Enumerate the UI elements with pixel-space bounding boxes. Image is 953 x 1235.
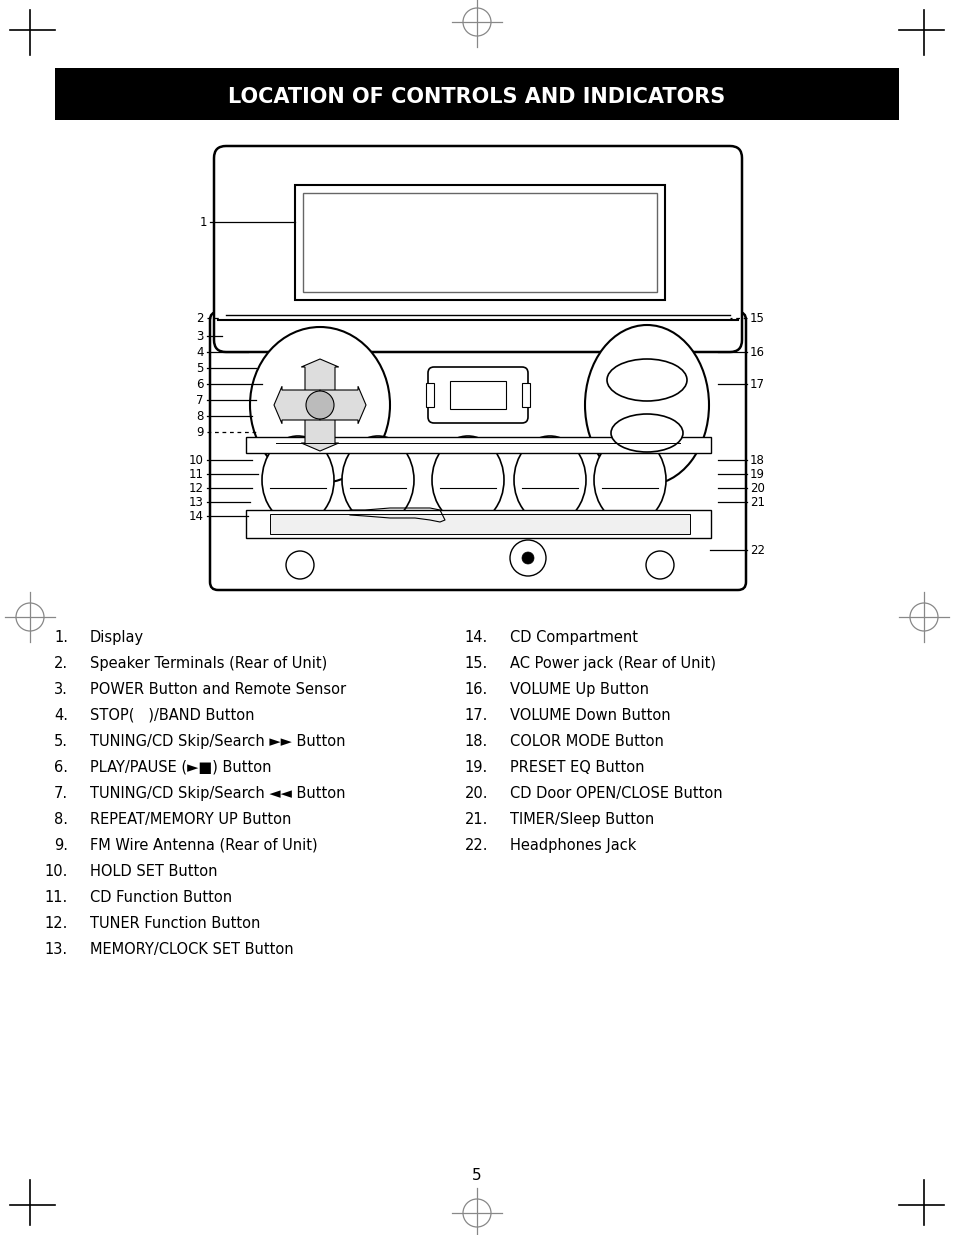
FancyArrow shape <box>301 405 338 451</box>
Text: 13: 13 <box>189 495 204 509</box>
Text: 13.: 13. <box>45 942 68 957</box>
Ellipse shape <box>594 436 665 524</box>
Text: 21.: 21. <box>464 811 488 827</box>
Text: 16.: 16. <box>464 682 488 697</box>
Text: MEMORY/CLOCK SET Button: MEMORY/CLOCK SET Button <box>90 942 294 957</box>
Ellipse shape <box>250 327 390 483</box>
Bar <box>246 437 710 453</box>
Text: 6: 6 <box>196 378 204 390</box>
Text: LOCATION OF CONTROLS AND INDICATORS: LOCATION OF CONTROLS AND INDICATORS <box>228 86 725 107</box>
Text: STOP(   )/BAND Button: STOP( )/BAND Button <box>90 708 254 722</box>
Text: VOLUME Down Button: VOLUME Down Button <box>510 708 670 722</box>
Text: TIMER/Sleep Button: TIMER/Sleep Button <box>510 811 654 827</box>
Text: REPEAT/MEMORY UP Button: REPEAT/MEMORY UP Button <box>90 811 291 827</box>
Text: PRESET EQ Button: PRESET EQ Button <box>510 760 644 776</box>
Text: 12: 12 <box>189 482 204 494</box>
Text: TUNER Function Button: TUNER Function Button <box>90 916 260 931</box>
Text: Speaker Terminals (Rear of Unit): Speaker Terminals (Rear of Unit) <box>90 656 327 671</box>
Text: POWER Button and Remote Sensor: POWER Button and Remote Sensor <box>90 682 346 697</box>
Text: Display: Display <box>90 630 144 645</box>
Bar <box>303 193 657 291</box>
Text: 4.: 4. <box>54 708 68 722</box>
Bar <box>426 383 434 408</box>
Text: PLAY/PAUSE (►■) Button: PLAY/PAUSE (►■) Button <box>90 760 272 776</box>
FancyArrow shape <box>319 387 366 424</box>
Text: 18.: 18. <box>464 734 488 748</box>
Text: 6.: 6. <box>54 760 68 776</box>
Ellipse shape <box>514 436 585 524</box>
Text: 17.: 17. <box>464 708 488 722</box>
Text: TUNING/CD Skip/Search ►► Button: TUNING/CD Skip/Search ►► Button <box>90 734 345 748</box>
Text: 1.: 1. <box>54 630 68 645</box>
FancyBboxPatch shape <box>210 312 745 590</box>
Ellipse shape <box>262 436 334 524</box>
Text: 11.: 11. <box>45 890 68 905</box>
Text: VOLUME Up Button: VOLUME Up Button <box>510 682 648 697</box>
FancyBboxPatch shape <box>428 367 527 424</box>
FancyBboxPatch shape <box>213 146 741 352</box>
Text: 19.: 19. <box>464 760 488 776</box>
Text: 2: 2 <box>196 311 204 325</box>
Text: 3.: 3. <box>54 682 68 697</box>
Text: 5: 5 <box>196 362 204 374</box>
Text: 10.: 10. <box>45 864 68 879</box>
Text: 16: 16 <box>749 346 764 358</box>
Bar <box>270 514 689 534</box>
Text: 4: 4 <box>196 346 204 358</box>
Text: 21: 21 <box>749 495 764 509</box>
Text: 11: 11 <box>189 468 204 480</box>
Text: CD Function Button: CD Function Button <box>90 890 232 905</box>
Text: 12.: 12. <box>45 916 68 931</box>
Text: 14: 14 <box>189 510 204 522</box>
Bar <box>55 68 898 120</box>
Text: COLOR MODE Button: COLOR MODE Button <box>510 734 663 748</box>
Text: TUNING/CD Skip/Search ◄◄ Button: TUNING/CD Skip/Search ◄◄ Button <box>90 785 345 802</box>
Text: 22: 22 <box>749 543 764 557</box>
Ellipse shape <box>584 325 708 485</box>
Text: 1: 1 <box>199 215 207 228</box>
Text: 5.: 5. <box>54 734 68 748</box>
Text: 7: 7 <box>196 394 204 406</box>
Text: HOLD SET Button: HOLD SET Button <box>90 864 217 879</box>
Text: 8.: 8. <box>54 811 68 827</box>
Text: 9: 9 <box>196 426 204 438</box>
Text: 9.: 9. <box>54 839 68 853</box>
Ellipse shape <box>432 436 503 524</box>
Circle shape <box>645 551 673 579</box>
Text: 3: 3 <box>196 330 204 342</box>
Text: Headphones Jack: Headphones Jack <box>510 839 636 853</box>
Text: 7.: 7. <box>53 785 68 802</box>
Text: 22.: 22. <box>464 839 488 853</box>
Text: FM Wire Antenna (Rear of Unit): FM Wire Antenna (Rear of Unit) <box>90 839 317 853</box>
Text: 15.: 15. <box>464 656 488 671</box>
Text: 20: 20 <box>749 482 764 494</box>
Ellipse shape <box>606 359 686 401</box>
Text: 2.: 2. <box>53 656 68 671</box>
Text: 8: 8 <box>196 410 204 422</box>
Bar <box>246 510 710 538</box>
Bar <box>294 185 664 300</box>
Circle shape <box>521 552 534 564</box>
Text: 14.: 14. <box>464 630 488 645</box>
Text: 19: 19 <box>749 468 764 480</box>
Circle shape <box>286 551 314 579</box>
Bar <box>521 383 530 408</box>
Circle shape <box>306 391 334 419</box>
Circle shape <box>510 540 545 576</box>
FancyArrow shape <box>301 359 338 405</box>
Text: 20.: 20. <box>464 785 488 802</box>
Text: 5: 5 <box>472 1167 481 1182</box>
Text: 17: 17 <box>749 378 764 390</box>
Text: 15: 15 <box>749 311 764 325</box>
Bar <box>450 382 505 409</box>
FancyArrow shape <box>274 387 319 424</box>
Text: CD Door OPEN/CLOSE Button: CD Door OPEN/CLOSE Button <box>510 785 721 802</box>
Ellipse shape <box>341 436 414 524</box>
Ellipse shape <box>610 414 682 452</box>
Text: 18: 18 <box>749 453 764 467</box>
Text: 10: 10 <box>189 453 204 467</box>
Text: AC Power jack (Rear of Unit): AC Power jack (Rear of Unit) <box>510 656 716 671</box>
Text: CD Compartment: CD Compartment <box>510 630 638 645</box>
